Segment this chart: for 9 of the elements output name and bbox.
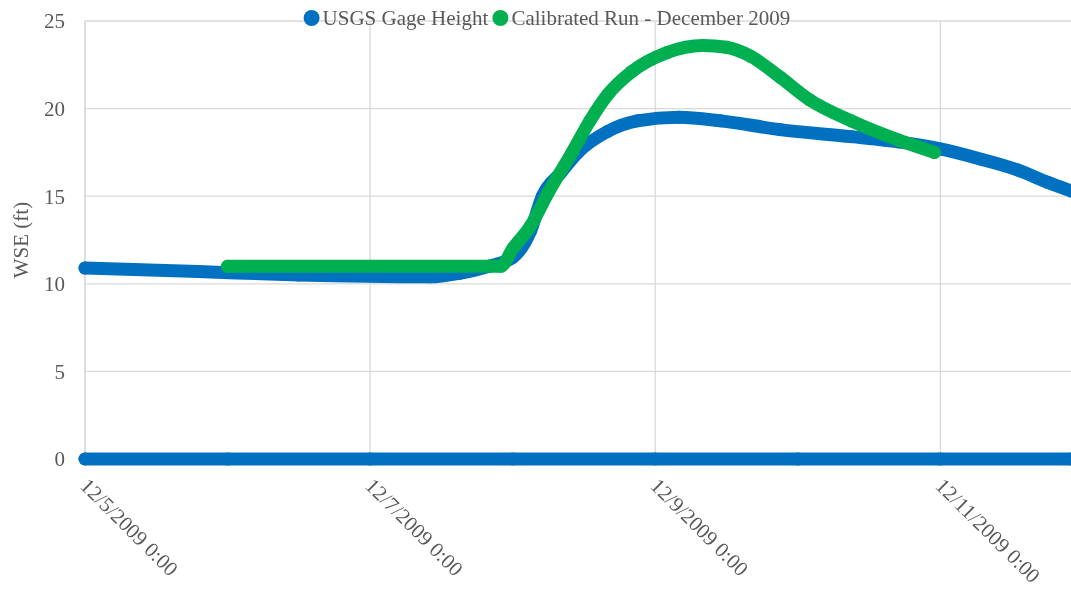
y-tick-label: 5 bbox=[54, 359, 65, 384]
y-tick-label: 20 bbox=[44, 96, 65, 121]
y-tick-label: 15 bbox=[44, 184, 65, 209]
legend-label: USGS Gage Height bbox=[322, 6, 489, 31]
y-tick-label: 10 bbox=[44, 272, 65, 297]
y-axis-title: WSE (ft) bbox=[9, 201, 33, 279]
y-tick-label: 0 bbox=[54, 447, 65, 472]
y-tick-label: 25 bbox=[44, 9, 65, 34]
legend-label: Calibrated Run - December 2009 bbox=[511, 6, 791, 31]
